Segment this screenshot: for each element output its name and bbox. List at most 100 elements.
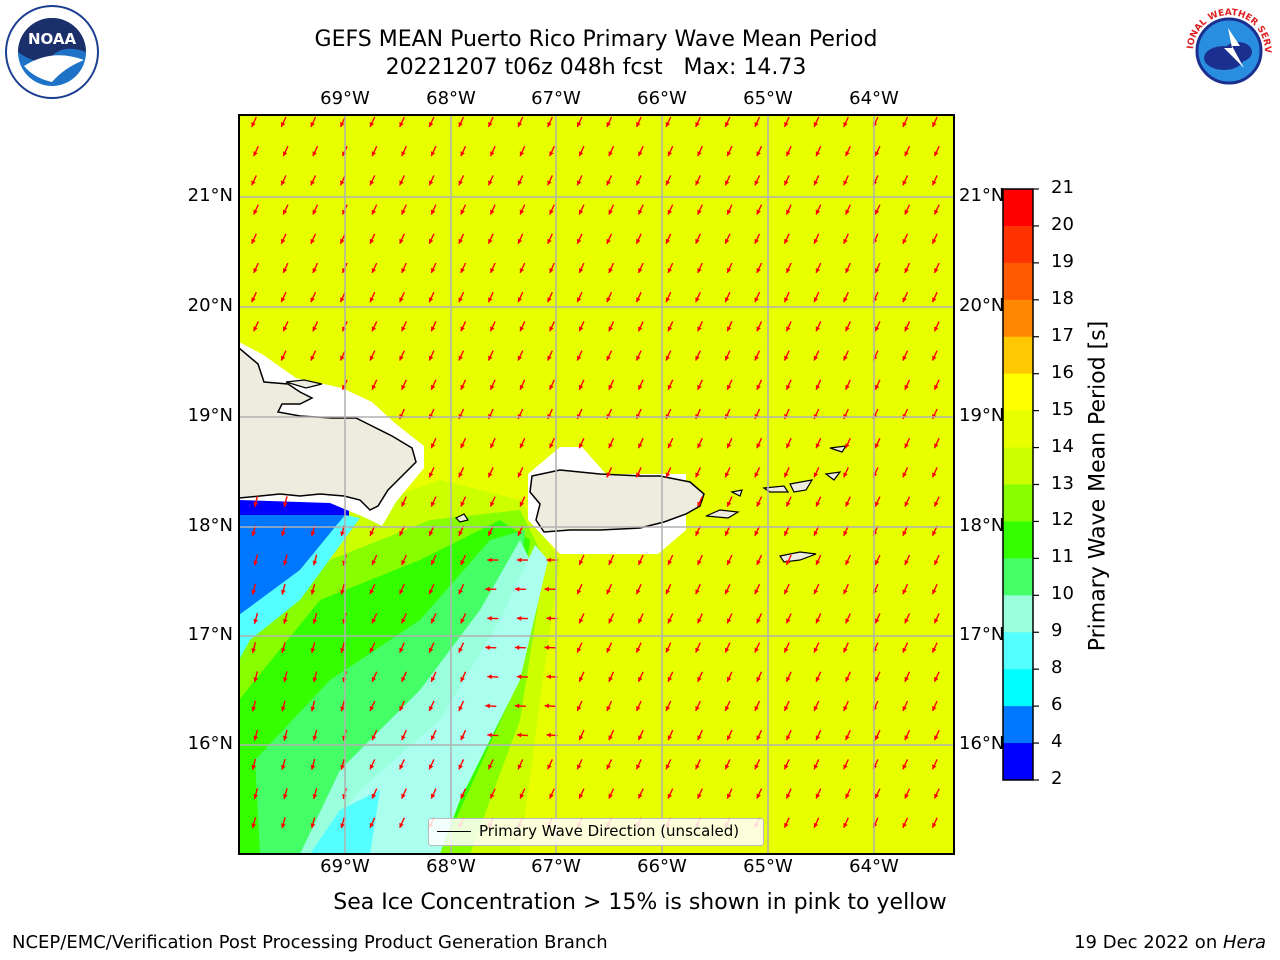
- wave-direction-arrow: [843, 291, 849, 303]
- colorbar-tick-label: 4: [1051, 731, 1063, 753]
- wave-direction-arrow: [401, 554, 407, 566]
- chart-title: GEFS MEAN Puerto Rico Primary Wave Mean …: [314, 27, 878, 52]
- latitude-label-right: 21°N: [959, 185, 1005, 206]
- wave-direction-arrow: [489, 379, 496, 391]
- wave-direction-arrow: [282, 145, 289, 157]
- wave-direction-arrow: [516, 674, 528, 680]
- wave-direction-arrow: [312, 612, 318, 624]
- wave-direction-arrow: [635, 583, 642, 595]
- wave-direction-arrow: [517, 350, 524, 361]
- wave-direction-arrow: [843, 233, 849, 245]
- wave-direction-arrow: [310, 642, 316, 654]
- colorbar-segment: [1003, 558, 1033, 596]
- wave-direction-arrow: [608, 204, 615, 215]
- wave-direction-arrow: [460, 437, 467, 449]
- wave-direction-arrow: [547, 759, 553, 770]
- wave-direction-arrow: [312, 554, 318, 566]
- wave-direction-arrow: [902, 175, 909, 186]
- wave-direction-arrow: [904, 613, 911, 624]
- wave-direction-arrow: [549, 204, 555, 215]
- wave-direction-arrow: [549, 321, 555, 332]
- wave-direction-arrow: [785, 321, 792, 332]
- wave-direction-arrow: [813, 175, 820, 186]
- wave-direction-arrow: [933, 145, 940, 157]
- wave-direction-arrow: [430, 554, 437, 566]
- colorbar-segment: [1003, 743, 1033, 781]
- wave-direction-arrow: [724, 467, 731, 478]
- wave-direction-arrow: [608, 145, 615, 157]
- wave-direction-arrow: [783, 467, 790, 478]
- wave-direction-arrow: [547, 175, 553, 186]
- wave-direction-arrow: [608, 554, 615, 566]
- wave-direction-arrow: [430, 496, 437, 507]
- wave-direction-arrow: [340, 817, 345, 829]
- wave-direction-arrow: [815, 145, 822, 157]
- wave-direction-arrow: [399, 817, 405, 829]
- wave-direction-arrow: [637, 788, 644, 799]
- wave-direction-arrow: [813, 233, 820, 245]
- wave-direction-arrow: [606, 116, 613, 128]
- wave-direction-arrow: [635, 116, 642, 128]
- wave-direction-arrow: [544, 586, 556, 592]
- wave-direction-arrow: [460, 145, 467, 157]
- colorbar-segment: [1003, 299, 1033, 338]
- wave-direction-arrow: [458, 175, 465, 186]
- wave-direction-arrow: [667, 379, 674, 391]
- wave-direction-arrow: [489, 437, 496, 449]
- colorbar-tick-label: 13: [1051, 472, 1074, 494]
- wave-direction-arrow: [904, 671, 911, 683]
- wave-direction-arrow: [667, 145, 674, 157]
- colorbar-frame: [1002, 188, 1034, 781]
- wave-direction-arrow: [902, 233, 909, 245]
- wave-direction-arrow: [933, 204, 940, 215]
- wave-direction-arrow: [902, 817, 909, 829]
- colorbar-tick-label: 14: [1051, 435, 1074, 457]
- wave-direction-arrow: [399, 759, 405, 770]
- wave-direction-arrow: [458, 350, 465, 361]
- latitude-label-left: 16°N: [187, 733, 233, 754]
- wave-direction-arrow: [931, 233, 938, 245]
- wave-direction-arrow: [724, 350, 731, 361]
- wave-direction-arrow: [371, 554, 378, 566]
- wave-direction-arrow: [369, 175, 376, 186]
- wave-direction-arrow: [756, 262, 763, 274]
- wave-direction-arrow: [485, 703, 497, 709]
- wave-direction-arrow: [487, 732, 499, 738]
- wave-direction-arrow: [904, 145, 911, 157]
- latitude-label-right: 19°N: [959, 405, 1005, 426]
- wave-direction-arrow: [549, 379, 555, 391]
- wave-direction-arrow: [933, 729, 940, 741]
- wave-direction-arrow: [785, 496, 792, 507]
- wave-direction-arrow: [783, 700, 790, 712]
- latitude-label-right: 17°N: [959, 624, 1005, 645]
- wave-direction-arrow: [933, 671, 940, 683]
- wave-direction-arrow: [813, 700, 820, 712]
- wave-direction-arrow: [754, 642, 761, 653]
- hispaniola-coastline: [239, 347, 417, 511]
- wave-direction-arrow: [697, 204, 703, 215]
- wave-direction-arrow: [637, 379, 644, 391]
- wave-direction-arrow: [253, 496, 259, 508]
- wave-direction-arrow: [428, 467, 435, 478]
- wave-direction-arrow: [635, 467, 642, 478]
- wave-direction-arrow: [874, 262, 881, 274]
- wave-direction-arrow: [578, 613, 585, 624]
- tortuga-island: [285, 379, 323, 389]
- wave-direction-arrow: [578, 788, 585, 799]
- wave-direction-arrow: [904, 496, 911, 507]
- wave-direction-arrow: [724, 583, 731, 595]
- wave-direction-arrow: [695, 116, 701, 128]
- wave-direction-arrow: [697, 145, 703, 157]
- wave-direction-arrow: [517, 291, 524, 303]
- colorbar-segment: [1003, 447, 1033, 485]
- wave-direction-arrow: [547, 291, 553, 303]
- latitude-label-right: 20°N: [959, 295, 1005, 316]
- footer-host: Hera: [1222, 932, 1266, 953]
- wave-direction-arrow: [902, 467, 909, 478]
- wave-direction-arrow: [904, 554, 911, 566]
- longitude-label-top: 69°W: [320, 88, 370, 109]
- wave-direction-arrow: [519, 788, 526, 799]
- wave-direction-arrow: [253, 145, 259, 157]
- wave-direction-arrow: [547, 350, 553, 361]
- wave-direction-arrow: [280, 700, 286, 712]
